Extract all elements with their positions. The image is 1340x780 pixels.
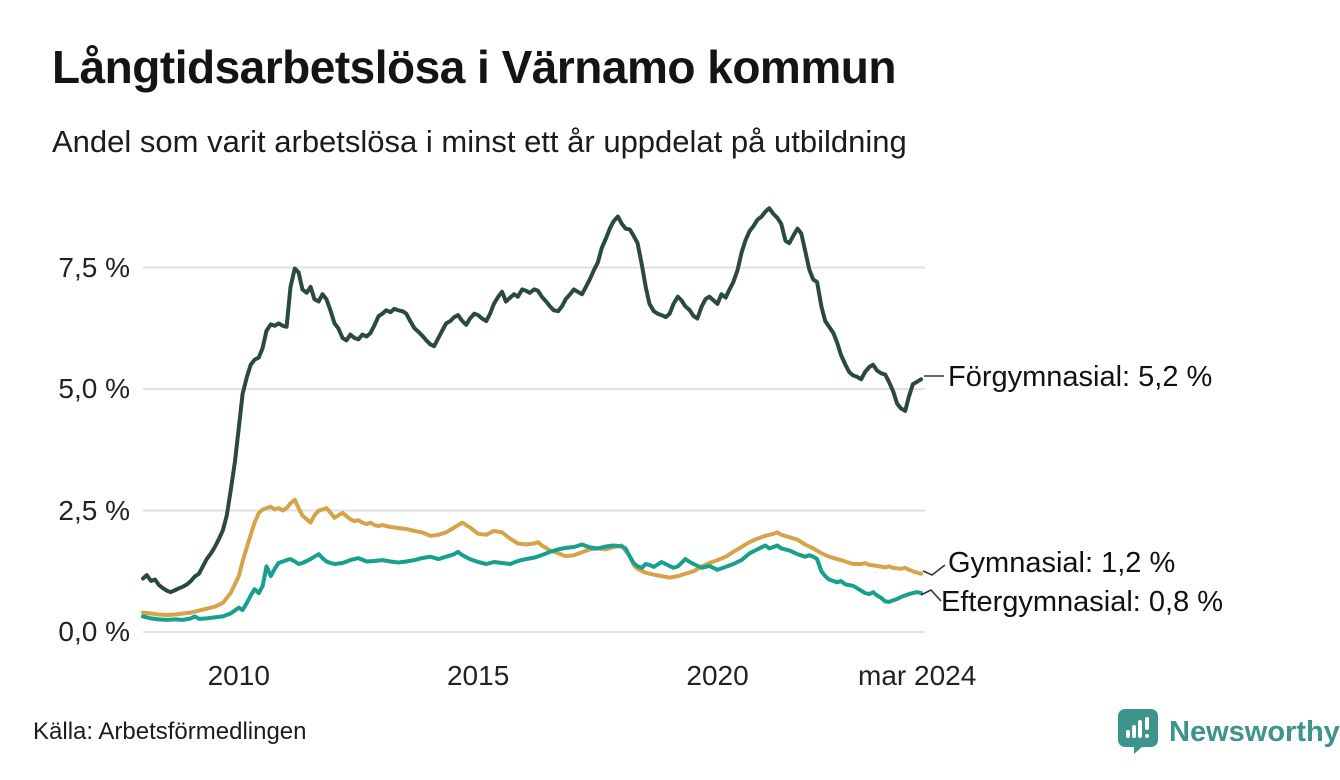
newsworthy-logo: Newsworthy bbox=[1117, 708, 1340, 754]
x-tick-label: 2020 bbox=[686, 660, 749, 691]
x-tick-label: 2010 bbox=[207, 660, 270, 691]
newsworthy-badge-icon bbox=[1118, 709, 1158, 754]
page-subtitle: Andel som varit arbetslösa i minst ett å… bbox=[52, 124, 907, 159]
newsworthy-wordmark: Newsworthy bbox=[1169, 715, 1340, 748]
x-tick-label: mar 2024 bbox=[858, 660, 977, 691]
y-tick-label: 7,5 % bbox=[58, 251, 130, 283]
series-line-gymnasial bbox=[141, 497, 923, 617]
x-tick-label: 2015 bbox=[446, 660, 510, 691]
label-connector-eftergymnasial bbox=[920, 589, 942, 602]
series-line-eftergymnasial bbox=[141, 542, 923, 622]
label-connector-gymnasial bbox=[922, 564, 946, 576]
source-note: Källa: Arbetsförmedlingen bbox=[33, 718, 307, 745]
y-tick-label: 5,0 % bbox=[58, 373, 130, 404]
page-title: Långtidsarbetslösa i Värnamo kommun bbox=[52, 41, 896, 93]
series-line-förgymnasial bbox=[141, 206, 923, 595]
series-label-eftergymnasial: Eftergymnasial: 0,8 % bbox=[941, 586, 1224, 618]
y-tick-label: 2,5 % bbox=[58, 494, 130, 526]
series-label-förgymnasial: Förgymnasial: 5,2 % bbox=[948, 361, 1213, 393]
y-tick-label: 0,0 % bbox=[58, 616, 130, 647]
series-label-gymnasial: Gymnasial: 1,2 % bbox=[948, 547, 1176, 579]
